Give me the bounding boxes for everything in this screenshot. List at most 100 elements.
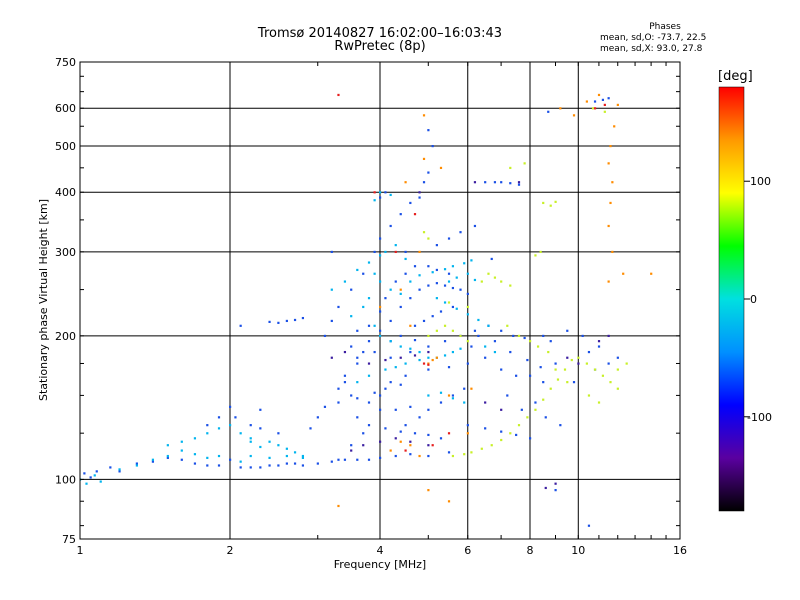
data-point bbox=[500, 408, 503, 411]
data-point bbox=[520, 408, 523, 411]
y-tick-label: 100 bbox=[55, 473, 76, 486]
scatter-points bbox=[80, 93, 653, 527]
data-point bbox=[330, 460, 333, 463]
data-point bbox=[601, 374, 605, 377]
data-point bbox=[330, 250, 333, 254]
data-point bbox=[413, 338, 417, 342]
data-point bbox=[447, 272, 451, 275]
data-point bbox=[473, 181, 477, 184]
data-point bbox=[343, 458, 347, 461]
data-point bbox=[500, 329, 503, 332]
data-point bbox=[603, 103, 606, 107]
data-point bbox=[249, 440, 252, 443]
data-point bbox=[427, 129, 430, 132]
data-point bbox=[350, 449, 353, 452]
data-point bbox=[466, 305, 469, 309]
data-point bbox=[259, 408, 262, 411]
data-point bbox=[427, 356, 430, 359]
data-point bbox=[350, 288, 353, 291]
data-point bbox=[362, 432, 365, 435]
data-point bbox=[517, 424, 521, 427]
data-point bbox=[350, 394, 353, 397]
data-point bbox=[343, 381, 347, 384]
data-point bbox=[379, 329, 382, 332]
data-point bbox=[609, 144, 612, 148]
data-point bbox=[593, 107, 597, 110]
data-point bbox=[427, 237, 430, 240]
data-point bbox=[593, 368, 597, 371]
data-point bbox=[379, 440, 382, 443]
data-point bbox=[542, 334, 545, 338]
data-point bbox=[577, 362, 580, 365]
data-point bbox=[394, 250, 397, 254]
data-point bbox=[277, 444, 280, 447]
data-point bbox=[229, 405, 232, 408]
data-point bbox=[259, 466, 262, 469]
data-point bbox=[597, 345, 601, 348]
data-point bbox=[268, 320, 271, 323]
data-point bbox=[239, 324, 242, 327]
data-point bbox=[362, 272, 365, 275]
data-point bbox=[389, 288, 392, 291]
data-point bbox=[523, 336, 526, 340]
data-point bbox=[373, 391, 376, 394]
data-point bbox=[506, 324, 509, 327]
data-point bbox=[356, 381, 359, 384]
data-point bbox=[607, 162, 610, 165]
data-point bbox=[490, 444, 493, 447]
data-point bbox=[473, 278, 477, 282]
data-point bbox=[591, 107, 595, 110]
data-point bbox=[572, 381, 576, 384]
data-point bbox=[217, 454, 221, 458]
data-point bbox=[389, 356, 392, 359]
data-point bbox=[418, 288, 421, 291]
data-point bbox=[399, 213, 402, 216]
data-point bbox=[422, 362, 426, 365]
data-point bbox=[607, 97, 610, 100]
data-point bbox=[431, 358, 434, 362]
data-point bbox=[422, 319, 426, 323]
data-point bbox=[384, 191, 387, 194]
data-point bbox=[470, 259, 473, 262]
data-point bbox=[217, 464, 221, 467]
data-point bbox=[418, 454, 421, 458]
data-point bbox=[367, 424, 371, 427]
data-point bbox=[563, 368, 567, 371]
data-point bbox=[650, 272, 653, 275]
data-point bbox=[463, 387, 466, 390]
data-point bbox=[459, 334, 462, 338]
data-point bbox=[367, 458, 371, 461]
data-point bbox=[379, 280, 382, 283]
data-point bbox=[529, 374, 532, 377]
data-point bbox=[529, 437, 532, 440]
data-point bbox=[427, 489, 430, 492]
data-point bbox=[389, 381, 392, 384]
data-point bbox=[427, 265, 430, 268]
data-point bbox=[466, 424, 469, 427]
data-point bbox=[534, 408, 537, 411]
data-point bbox=[180, 449, 183, 452]
data-point bbox=[367, 324, 371, 327]
data-point bbox=[337, 458, 340, 461]
data-point bbox=[616, 356, 619, 359]
data-point bbox=[466, 340, 469, 343]
data-point bbox=[367, 362, 371, 365]
data-point bbox=[509, 166, 512, 170]
data-point bbox=[285, 319, 288, 323]
y-tick-label: 300 bbox=[55, 246, 76, 259]
data-point bbox=[394, 280, 397, 283]
data-point bbox=[399, 288, 402, 291]
colorbar-ticks: 100 0 -100 bbox=[744, 175, 772, 424]
data-point bbox=[193, 462, 197, 465]
data-point bbox=[427, 394, 430, 397]
data-point bbox=[556, 378, 560, 381]
data-point bbox=[394, 244, 397, 247]
data-point bbox=[451, 397, 455, 400]
data-point bbox=[451, 350, 455, 354]
data-point bbox=[394, 366, 397, 369]
data-point bbox=[570, 358, 573, 362]
y-tick-label: 400 bbox=[55, 186, 76, 199]
data-point bbox=[447, 280, 451, 283]
data-point bbox=[399, 383, 402, 386]
data-point bbox=[554, 489, 557, 492]
